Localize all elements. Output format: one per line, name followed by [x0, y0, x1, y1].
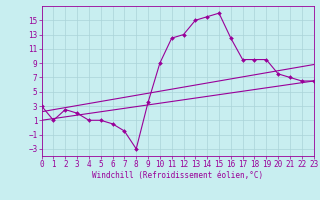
X-axis label: Windchill (Refroidissement éolien,°C): Windchill (Refroidissement éolien,°C): [92, 171, 263, 180]
